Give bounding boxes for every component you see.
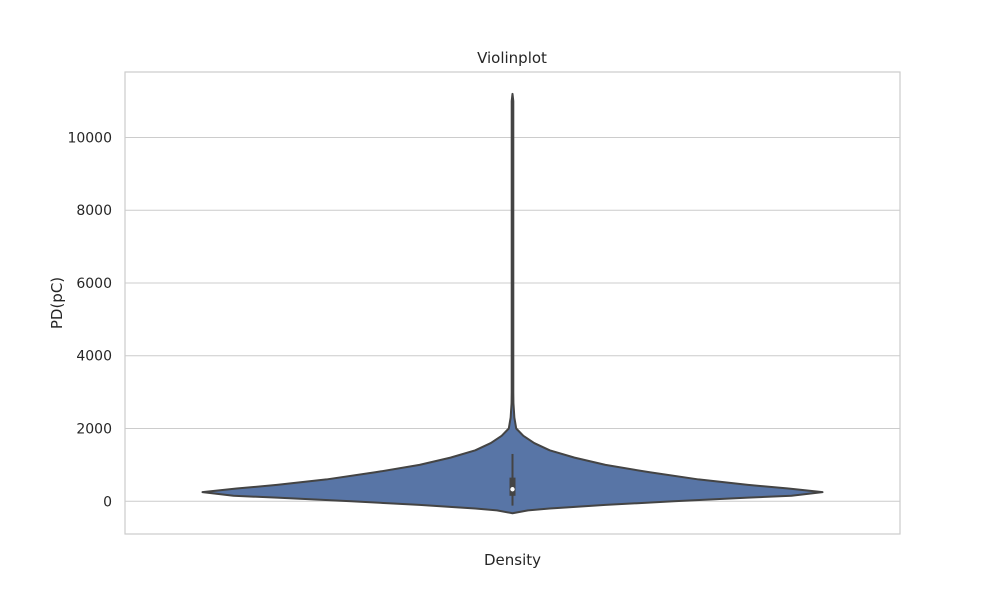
y-tick-label: 6000: [76, 276, 112, 292]
y-tick-label: 2000: [76, 422, 112, 438]
y-tick-label: 10000: [67, 130, 112, 146]
chart-title: Violinplot: [477, 49, 547, 67]
y-tick-label: 4000: [76, 349, 112, 365]
y-axis-title: PD(pC): [48, 277, 66, 329]
y-tick-labels: 0 2000 4000 6000 8000 10000: [67, 130, 112, 510]
median-marker: [510, 487, 515, 492]
iqr-box: [509, 477, 516, 496]
x-tick-labels: Density: [484, 551, 541, 569]
plot-frame: [124, 71, 901, 535]
y-tick-label: 0: [103, 494, 112, 510]
violin-body: [201, 92, 824, 515]
box-layer: [509, 453, 516, 506]
y-tick-label: 8000: [76, 203, 112, 219]
x-tick-label: Density: [484, 551, 541, 569]
violin-layer: [201, 92, 824, 515]
